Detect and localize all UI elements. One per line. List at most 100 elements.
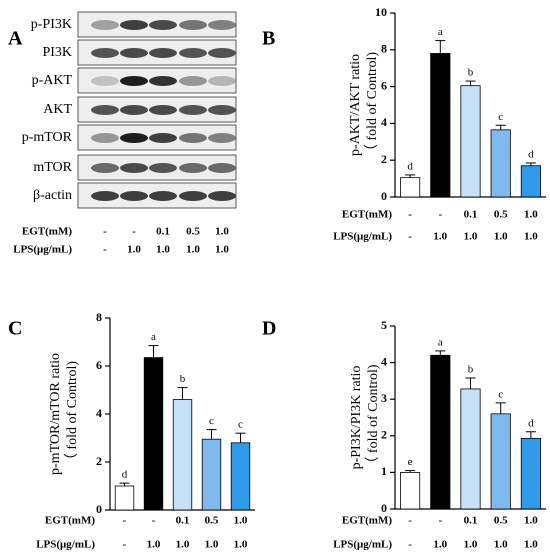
treatment-level: 0.1 <box>464 515 478 527</box>
blot-band <box>179 20 207 30</box>
treatment-level: - <box>408 539 412 551</box>
treatment-name: LPS(μg/mL) <box>36 539 95 551</box>
treatment-level: 0.5 <box>494 515 508 527</box>
y-tick-label: 1 <box>381 464 387 478</box>
blot-row-label: PI3K <box>42 45 72 60</box>
bar <box>114 485 135 511</box>
significance-letter: c <box>238 419 243 431</box>
significance-letter: b <box>468 67 474 79</box>
blot-band <box>208 163 236 173</box>
treatment-name: EGT(mM) <box>342 209 392 221</box>
significance-letter: d <box>122 469 128 481</box>
bar <box>520 165 541 198</box>
blot-band <box>91 163 119 173</box>
bar <box>460 388 481 510</box>
treatment-level: - <box>132 226 136 238</box>
y-axis-label: （ fold of Control) <box>364 52 380 158</box>
blot-row-label: AKT <box>43 102 72 117</box>
treatment-level: 1.0 <box>494 539 508 551</box>
treatment-level: - <box>438 209 442 221</box>
significance-letter: a <box>151 331 156 343</box>
y-tick-label: 6 <box>96 358 102 372</box>
blot-band <box>179 105 207 115</box>
blot-row-label: β-actin <box>33 188 72 203</box>
blot-row-label: p-AKT <box>32 73 73 88</box>
blot-band <box>208 133 236 143</box>
blot-band <box>120 48 148 58</box>
treatment-level: - <box>438 515 442 527</box>
treatment-level: 1.0 <box>433 231 447 243</box>
bar <box>143 357 164 511</box>
blot-band <box>120 133 148 143</box>
blot-row-label: p-PI3K <box>31 17 72 32</box>
blot-band <box>179 163 207 173</box>
bar <box>430 53 451 198</box>
blot-band <box>120 163 148 173</box>
treatment-level: 0.1 <box>156 226 170 238</box>
treatment-level: 1.0 <box>524 515 538 527</box>
blot-band <box>91 48 119 58</box>
blot-band <box>91 133 119 143</box>
treatment-name: EGT(mM) <box>342 515 392 527</box>
blot-band <box>179 48 207 58</box>
treatment-level: 1.0 <box>186 244 200 256</box>
treatment-level: 0.5 <box>205 515 219 527</box>
blot-band <box>208 76 236 86</box>
y-tick-label: 8 <box>381 42 387 56</box>
treatment-name: LPS(μg/mL) <box>13 244 72 256</box>
significance-letter: d <box>528 148 534 160</box>
blot-band <box>149 48 177 58</box>
blot-band <box>149 191 177 201</box>
treatment-level: 1.0 <box>127 244 141 256</box>
y-tick-label: 4 <box>381 354 387 368</box>
treatment-level: 0.1 <box>176 515 190 527</box>
significance-letter: a <box>438 336 443 348</box>
y-axis-label: （ fold of Control) <box>64 361 80 467</box>
blot-band <box>120 20 148 30</box>
blot-row-label: mTOR <box>33 160 72 175</box>
y-tick-label: 8 <box>96 310 102 324</box>
bar <box>230 442 251 511</box>
treatment-level: 1.0 <box>147 539 161 551</box>
blot-band <box>120 105 148 115</box>
bar <box>400 177 421 198</box>
treatment-level: 1.0 <box>215 244 229 256</box>
treatment-level: 1.0 <box>156 244 170 256</box>
y-tick-label: 6 <box>381 78 387 92</box>
y-tick-label: 2 <box>381 152 387 166</box>
treatment-level: 1.0 <box>494 231 508 243</box>
bar <box>520 437 541 510</box>
treatment-level: 1.0 <box>524 231 538 243</box>
blot-band <box>149 133 177 143</box>
treatment-level: 1.0 <box>464 231 478 243</box>
blot-band <box>208 191 236 201</box>
blot-band <box>179 133 207 143</box>
blot-band <box>179 76 207 86</box>
y-axis-label: p-mTOR/mTOR ratio <box>48 353 63 475</box>
significance-letter: c <box>498 388 503 400</box>
blot-band <box>149 76 177 86</box>
panel-label: B <box>262 28 275 50</box>
blot-row-label: p-mTOR <box>22 130 73 145</box>
blot-band <box>149 20 177 30</box>
significance-letter: b <box>180 373 186 385</box>
treatment-level: 0.5 <box>494 209 508 221</box>
blot-band <box>120 191 148 201</box>
treatment-level: 1.0 <box>215 226 229 238</box>
treatment-level: 1.0 <box>524 209 538 221</box>
blot-band <box>91 191 119 201</box>
treatment-level: 1.0 <box>176 539 190 551</box>
significance-letter: e <box>408 456 413 468</box>
significance-letter: a <box>438 26 443 38</box>
treatment-level: - <box>408 515 412 527</box>
y-tick-label: 0 <box>381 501 387 515</box>
treatment-level: 1.0 <box>234 515 248 527</box>
blot-band <box>120 76 148 86</box>
treatment-level: - <box>103 244 107 256</box>
blot-band <box>91 105 119 115</box>
bar <box>460 85 481 198</box>
significance-letter: c <box>498 111 503 123</box>
treatment-level: 1.0 <box>234 539 248 551</box>
y-tick-label: 5 <box>381 318 387 332</box>
